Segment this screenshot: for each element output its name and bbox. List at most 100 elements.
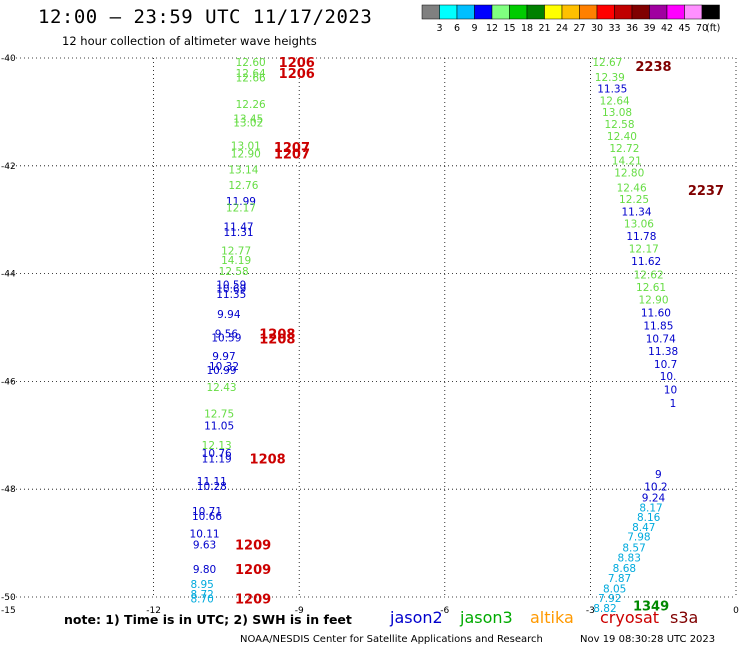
wave-height-label: 10.59 <box>211 333 241 345</box>
legend-cryosat: cryosat <box>600 608 660 627</box>
time-label: 2237 <box>688 184 724 199</box>
wave-height-label: 12.66 <box>236 72 266 84</box>
wave-height-label: 12.77 <box>221 245 251 257</box>
wave-height-label: 10.7 <box>654 359 677 371</box>
x-tick-label: -6 <box>440 606 449 616</box>
colorbar-tick-label: 70 <box>696 23 708 34</box>
wave-height-label: 12.62 <box>634 270 664 282</box>
wave-height-label: 12.58 <box>604 119 634 131</box>
wave-height-label: 13.45 <box>233 113 263 125</box>
time-label: 1209 <box>235 563 271 578</box>
wave-height-label: 11.19 <box>202 453 232 465</box>
colorbar-tick-label: 15 <box>503 23 515 34</box>
wave-height-label: 7.87 <box>608 573 631 585</box>
y-tick-label: -46 <box>1 377 16 387</box>
wave-height-label: 8.05 <box>603 583 626 595</box>
time-label: 1208 <box>259 327 295 342</box>
time-label: 1206 <box>279 56 315 71</box>
wave-height-label: 11.62 <box>631 256 661 268</box>
wave-height-label: 10.28 <box>197 481 227 493</box>
wave-height-label: 11.35 <box>597 84 627 96</box>
wave-height-label: 12.17 <box>226 202 256 214</box>
colorbar-tick-label: 21 <box>538 23 550 34</box>
wave-height-label: 12.80 <box>614 167 644 179</box>
wave-height-label: 8.72 <box>190 589 213 601</box>
wave-height-label: 13.08 <box>602 107 632 119</box>
wave-height-label: 9 <box>655 469 662 481</box>
colorbar-tick-label: 12 <box>486 23 498 34</box>
wave-height-label: 12.17 <box>629 243 659 255</box>
colorbar-unit: (ft) <box>706 23 720 34</box>
time-label: 1209 <box>235 593 271 608</box>
y-tick-label: -40 <box>1 54 16 64</box>
wave-height-label: 9.80 <box>193 564 216 576</box>
wave-height-label: 12.46 <box>617 182 647 194</box>
time-label: 1349 <box>633 600 669 615</box>
wave-height-label: 12.90 <box>231 148 261 160</box>
wave-height-label: 12.64 <box>236 68 266 80</box>
colorbar-tick-label: 33 <box>608 23 620 34</box>
colorbar-tick-label: 39 <box>643 23 655 34</box>
time-label: 2238 <box>635 60 671 75</box>
time-label: 1208 <box>259 332 295 347</box>
chart-subtitle: 12 hour collection of altimeter wave hei… <box>62 34 317 48</box>
colorbar-tick-label: 6 <box>454 23 460 34</box>
colorbar-tick-label: 36 <box>626 23 638 34</box>
legend-s3a: s3a <box>670 608 699 627</box>
wave-height-label: 11.11 <box>197 476 227 488</box>
footnote: note: 1) Time is in UTC; 2) SWH is in fe… <box>64 612 352 627</box>
wave-height-label: 8.16 <box>637 512 661 524</box>
wave-height-label: 12.75 <box>204 409 234 421</box>
wave-height-label: 11.99 <box>226 196 256 208</box>
wave-height-label: 11.31 <box>224 227 254 239</box>
wave-height-label: 12.40 <box>607 131 637 143</box>
wave-height-label: 11.47 <box>224 222 254 234</box>
y-tick-label: -42 <box>1 162 16 172</box>
wave-height-label: 10.66 <box>192 511 222 523</box>
y-tick-label: -48 <box>1 485 16 495</box>
wave-height-label: 8.83 <box>618 553 641 565</box>
wave-height-label: 10.11 <box>190 528 220 540</box>
wave-height-label: 14.21 <box>612 155 642 167</box>
wave-height-label: 13.14 <box>228 165 258 177</box>
wave-height-label: 9.63 <box>193 540 216 552</box>
wave-height-label: 12.90 <box>638 294 668 306</box>
colorbar-tick-label: 30 <box>591 23 603 34</box>
time-label: 1209 <box>235 539 271 554</box>
wave-height-label: 10.2 <box>644 482 667 494</box>
wave-height-label: 10.59 <box>216 279 246 291</box>
wave-height-label: 8.70 <box>190 594 213 606</box>
wave-height-label: 1 <box>670 398 677 410</box>
wave-height-label: 12.43 <box>207 382 237 394</box>
wave-height-label: 12.72 <box>609 143 639 155</box>
colorbar-tick-label: 3 <box>436 23 442 34</box>
x-tick-label: -3 <box>586 606 595 616</box>
wave-height-label: 9.56 <box>215 328 239 340</box>
wave-height-label: 10. <box>660 371 677 383</box>
x-tick-label: -9 <box>295 606 304 616</box>
wave-height-label: 10.76 <box>202 448 232 460</box>
color-scale-legend: 3 6 9 12 15 18 21 24 27 30 33 36 39 42 45 70(ft) <box>421 4 720 34</box>
wave-height-label: 9.97 <box>212 351 235 363</box>
wave-height-label: 12.26 <box>236 99 266 111</box>
y-tick-label: -44 <box>1 270 16 280</box>
wave-height-label: 12.25 <box>619 194 649 206</box>
wave-height-label: 8.57 <box>622 542 645 554</box>
wave-height-label: 12.61 <box>636 282 666 294</box>
wave-height-label: 11.34 <box>621 207 651 219</box>
wave-height-label: 11.60 <box>641 307 671 319</box>
wave-height-label: 10.74 <box>646 333 676 345</box>
wave-height-label: 10 <box>664 384 677 396</box>
wave-height-label: 7.92 <box>598 593 621 605</box>
legend-jason3: jason3 <box>460 608 513 627</box>
colorbar-tick-label: 45 <box>678 23 690 34</box>
colorbar-tick-label: 18 <box>521 23 533 34</box>
wave-height-label: 11.35 <box>216 289 246 301</box>
time-label: 1207 <box>274 141 310 156</box>
wave-height-label: 12.64 <box>600 96 630 108</box>
wave-height-label: 12.67 <box>592 57 622 69</box>
wave-height-label: 11.05 <box>204 421 234 433</box>
wave-height-label: 12.58 <box>219 266 249 278</box>
y-tick-label: -50 <box>1 593 16 603</box>
wave-height-label: 8.68 <box>613 563 636 575</box>
